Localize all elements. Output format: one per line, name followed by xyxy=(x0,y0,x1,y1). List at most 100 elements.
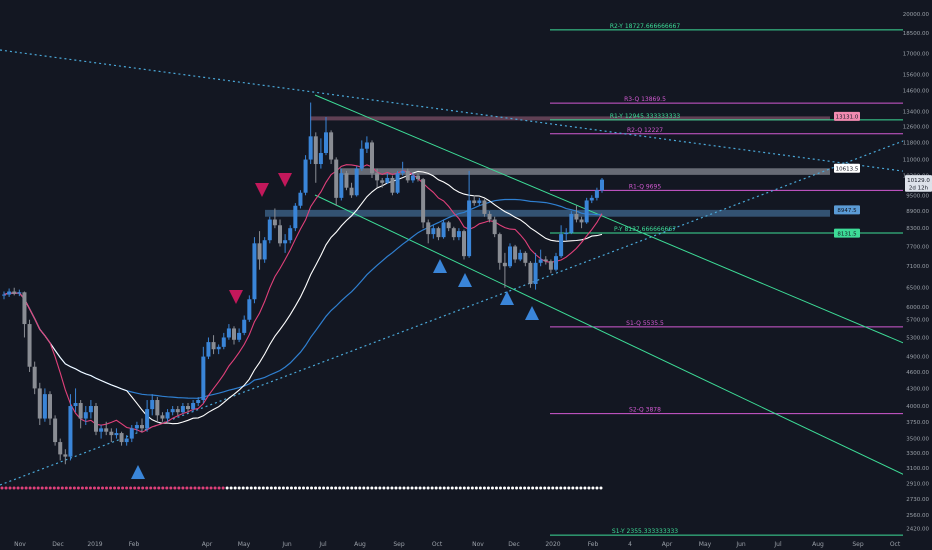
trendlines-layer xyxy=(0,49,932,489)
signal-dot-122 xyxy=(490,486,494,490)
price-tick-15: 6500.00 xyxy=(906,286,929,292)
price-tick-21: 4300.00 xyxy=(906,386,929,392)
candle-body-97 xyxy=(497,234,502,263)
candle-body-16 xyxy=(83,412,88,419)
candle-body-93 xyxy=(477,200,482,204)
signal-dot-87 xyxy=(350,486,354,490)
signal-dot-22 xyxy=(88,486,92,490)
time-axis[interactable]: Nov Dec 2019 Feb Apr May Jun Jul Aug Sep Oct Nov Dec… xyxy=(14,541,901,548)
zones-layer xyxy=(265,116,830,217)
signal-dot-56 xyxy=(225,486,229,490)
price-tick-18: 5300.00 xyxy=(906,335,929,341)
candle-body-82 xyxy=(421,179,426,223)
candle-body-3 xyxy=(17,292,22,294)
signal-dot-128 xyxy=(515,486,519,490)
candle-body-90 xyxy=(462,231,466,257)
signal-dot-48 xyxy=(193,486,197,490)
signal-dot-5 xyxy=(20,486,24,490)
time-tick-14: Feb xyxy=(588,541,599,548)
channel-upper xyxy=(314,94,932,356)
price-label-0: 13131.0 xyxy=(836,115,859,121)
candle-body-39 xyxy=(201,356,206,401)
signal-dot-124 xyxy=(498,486,502,490)
price-tick-11: 8900.00 xyxy=(906,209,929,215)
signal-dot-139 xyxy=(559,486,563,490)
time-tick-7: Jul xyxy=(318,541,327,548)
signal-dot-27 xyxy=(109,486,113,490)
price-tick-29: 2560.00 xyxy=(906,513,929,519)
candle-body-27 xyxy=(140,425,144,429)
signal-dot-7 xyxy=(28,486,32,490)
level-label-4: R1-Q 9695 xyxy=(629,183,661,190)
signal-dot-61 xyxy=(245,486,249,490)
candle-body-57 xyxy=(293,205,298,229)
candle-body-0 xyxy=(2,294,6,296)
sell-marker-1 xyxy=(278,173,292,187)
candle-body-105 xyxy=(538,259,543,263)
candle-body-5 xyxy=(27,324,32,367)
signal-dot-92 xyxy=(370,486,374,490)
signal-dot-89 xyxy=(358,486,362,490)
price-tick-17: 5700.00 xyxy=(906,318,929,324)
signal-dot-39 xyxy=(157,486,161,490)
candle-body-19 xyxy=(99,428,104,432)
candle-body-78 xyxy=(400,170,405,174)
level-label-7: S2-Q 3878 xyxy=(629,407,661,414)
price-tick-27: 2910.00 xyxy=(906,482,929,488)
candle-body-13 xyxy=(68,406,73,457)
signal-dot-133 xyxy=(535,486,539,490)
signal-dot-18 xyxy=(72,486,76,490)
price-axis[interactable]: 20000.00 18500.00 17000.00 15600.00 14600.00… xyxy=(903,0,932,550)
candle-body-83 xyxy=(426,222,431,235)
candle-body-18 xyxy=(94,406,98,432)
signal-dot-34 xyxy=(137,486,141,490)
signal-dot-100 xyxy=(402,486,406,490)
candle-body-65 xyxy=(334,159,339,198)
candle-body-38 xyxy=(196,400,201,404)
signal-dot-77 xyxy=(310,486,314,490)
candle-body-24 xyxy=(124,438,129,443)
signal-dot-98 xyxy=(394,486,398,490)
candle-body-55 xyxy=(283,240,288,244)
time-tick-0: Nov xyxy=(14,541,26,548)
price-tick-25: 3300.00 xyxy=(906,451,929,457)
price-axis-bg xyxy=(903,0,932,550)
candle-body-111 xyxy=(569,213,574,233)
time-tick-5: May xyxy=(238,541,251,548)
candle-body-107 xyxy=(548,261,553,270)
candle-body-58 xyxy=(298,192,303,206)
price-label-4: 8947.5 xyxy=(837,208,857,214)
signal-dot-117 xyxy=(470,486,474,490)
time-tick-4: Apr xyxy=(202,541,213,548)
signal-dot-86 xyxy=(346,486,350,490)
signal-dot-38 xyxy=(153,486,157,490)
candle-body-53 xyxy=(272,219,277,226)
signal-dot-33 xyxy=(133,486,137,490)
signal-dot-144 xyxy=(579,486,583,490)
signal-dot-131 xyxy=(527,486,531,490)
signal-dot-84 xyxy=(338,486,342,490)
signal-dot-69 xyxy=(277,486,281,490)
candle-body-34 xyxy=(175,409,180,413)
signal-dot-66 xyxy=(265,486,269,490)
candle-body-23 xyxy=(119,433,124,443)
signal-dot-55 xyxy=(221,486,225,490)
signal-dot-58 xyxy=(233,486,237,490)
level-label-8: S1-Y 2355.333333333 xyxy=(612,528,678,535)
candle-body-64 xyxy=(329,132,334,160)
signal-dot-32 xyxy=(129,486,133,490)
signal-dot-54 xyxy=(217,486,221,490)
candle-body-99 xyxy=(508,246,512,267)
signal-dot-76 xyxy=(306,486,310,490)
signal-dot-103 xyxy=(414,486,418,490)
candle-body-109 xyxy=(559,234,564,257)
candle-body-1 xyxy=(7,291,12,295)
time-tick-22: Oct xyxy=(890,541,901,548)
signal-dot-111 xyxy=(446,486,450,490)
signal-dot-74 xyxy=(297,486,301,490)
candle-body-112 xyxy=(574,213,579,220)
markers-layer xyxy=(131,173,539,479)
price-label-box-4 xyxy=(834,205,860,215)
signal-dot-112 xyxy=(450,486,454,490)
signal-dot-73 xyxy=(293,486,297,490)
